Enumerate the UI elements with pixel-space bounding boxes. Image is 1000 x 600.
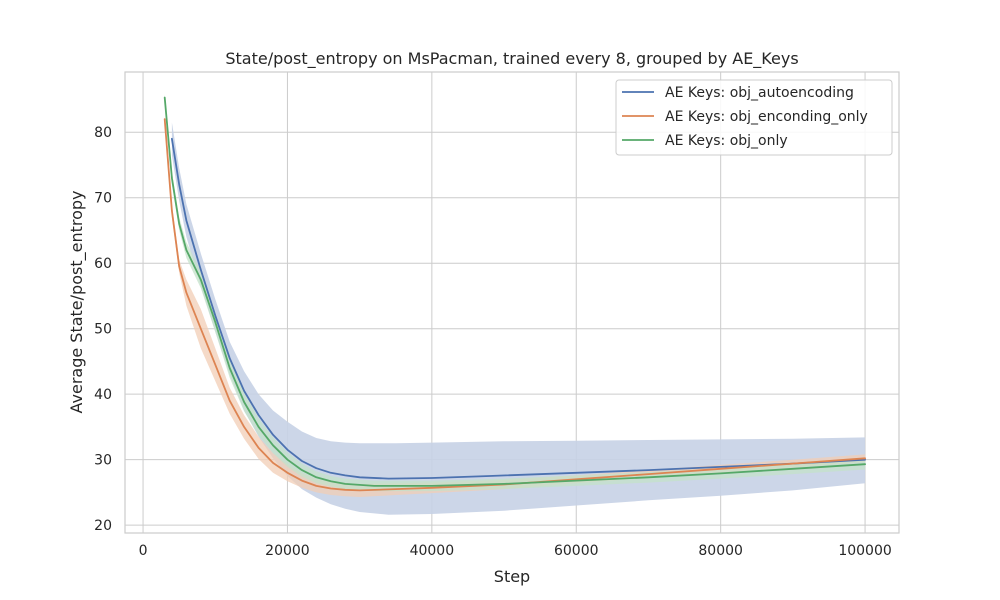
- y-tick-label: 30: [94, 453, 112, 469]
- series-line-obj-enconding-only: [163, 118, 866, 492]
- x-axis-ticks: 0 20000 40000 60000 80000 100000: [139, 543, 892, 559]
- legend-box: [615, 79, 893, 156]
- x-tick-label: 60000: [554, 543, 599, 559]
- legend-label-obj-only: AE Keys: obj_only: [665, 133, 788, 149]
- chart-title: State/post_entropy on MsPacman, trained …: [225, 49, 798, 69]
- x-tick-label: 20000: [265, 543, 310, 559]
- y-tick-label: 80: [94, 125, 112, 141]
- x-tick-label: 80000: [698, 543, 743, 559]
- y-tick-label: 50: [94, 322, 112, 338]
- y-tick-label: 20: [94, 518, 112, 534]
- x-tick-label: 40000: [410, 543, 455, 559]
- y-tick-label: 40: [94, 387, 112, 403]
- x-axis-title: Step: [494, 567, 530, 586]
- x-tick-label: 100000: [838, 543, 891, 559]
- legend-label-enconding-only: AE Keys: obj_enconding_only: [665, 109, 868, 125]
- x-tick-label: 0: [139, 543, 148, 559]
- legend-label-autoencoding: AE Keys: obj_autoencoding: [665, 85, 854, 101]
- y-tick-label: 60: [94, 256, 112, 272]
- series-line-obj-only: [163, 96, 866, 487]
- y-tick-label: 70: [94, 191, 112, 207]
- legend: AE Keys: obj_autoencoding AE Keys: obj_e…: [615, 79, 893, 156]
- y-axis-ticks: 20 30 40 50 60 70 80: [94, 125, 112, 534]
- y-axis-title: Average State/post_entropy: [67, 191, 87, 414]
- confidence-band-obj-autoencoding: [171, 122, 866, 515]
- confidence-bands: [164, 94, 866, 515]
- series-line-obj-autoencoding: [170, 137, 866, 480]
- series-lines: [163, 96, 866, 492]
- plot-frame: [124, 71, 900, 534]
